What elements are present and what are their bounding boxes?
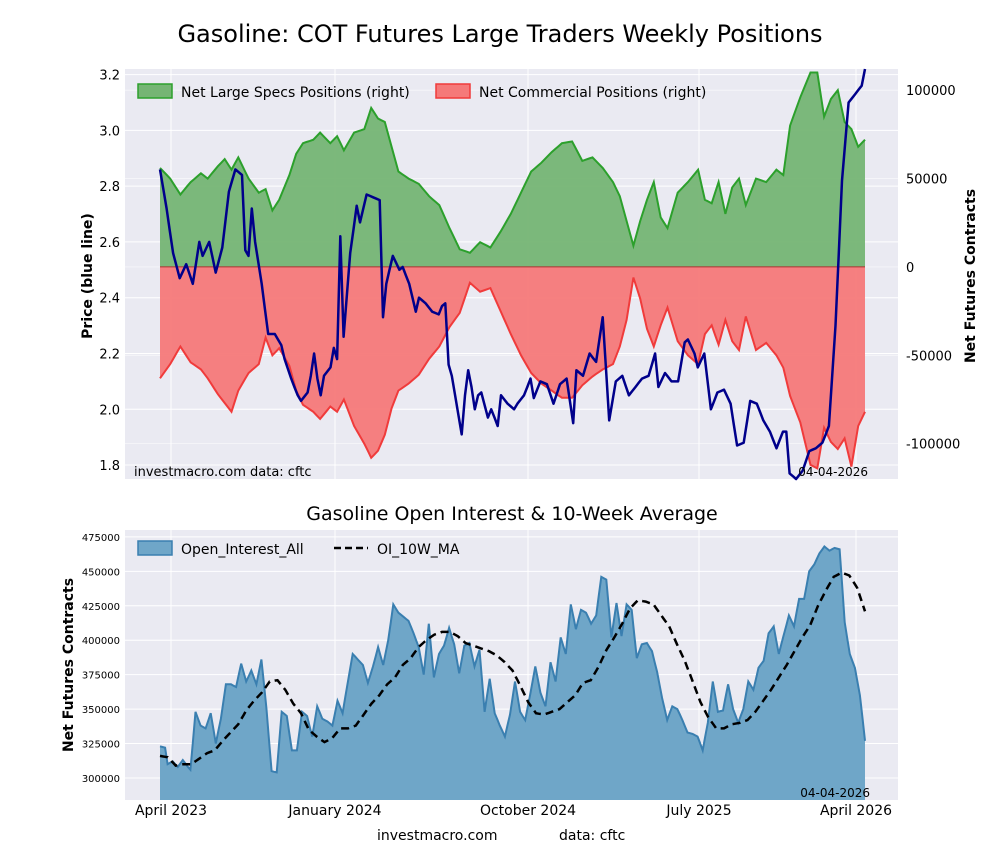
top-annotation-date: 04-04-2026 [798, 465, 868, 479]
bottom-y-tick-label: 325000 [82, 740, 120, 751]
open-interest-area [160, 546, 865, 800]
moving-average-line [159, 571, 867, 767]
left-axis-tick-label: 2.2 [99, 347, 120, 362]
specs-area [160, 72, 865, 267]
bottom-y-tick-label: 350000 [82, 705, 120, 716]
right-axis-tick-label: -100000 [906, 438, 960, 453]
bottom-y-axis-label: Net Futures Contracts [61, 578, 77, 752]
chart-title: Gasoline: COT Futures Large Traders Week… [177, 20, 823, 48]
bottom-y-tick-label: 375000 [82, 671, 120, 682]
specs-line [159, 71, 866, 254]
left-axis-tick-label: 2.8 [99, 180, 120, 195]
bottom-y-tick-label: 475000 [82, 533, 120, 544]
top-annotation-source: investmacro.com data: cftc [134, 465, 312, 480]
x-axis-tick-label: July 2025 [665, 803, 731, 819]
footer-data-source: data: cftc [559, 828, 626, 844]
bottom-y-tick-label: 425000 [82, 602, 120, 613]
x-axis-tick-label: April 2023 [135, 803, 207, 819]
left-axis-tick-label: 2.0 [99, 403, 120, 418]
bottom-chart-title: Gasoline Open Interest & 10-Week Average [306, 503, 718, 525]
x-axis-tick-label: January 2024 [287, 803, 381, 819]
price-line [158, 68, 867, 481]
bottom-y-tick-label: 300000 [82, 774, 120, 785]
legend-label-open-interest: Open_Interest_All [181, 542, 304, 558]
legend-label-specs: Net Large Specs Positions (right) [181, 85, 410, 101]
legend-label-moving-average: OI_10W_MA [377, 542, 460, 558]
right-axis-tick-label: 0 [906, 261, 914, 276]
bottom-y-tick-label: 450000 [82, 567, 120, 578]
commercial-line [159, 277, 866, 470]
left-axis-tick-label: 3.0 [99, 124, 120, 139]
left-axis-tick-label: 3.2 [99, 69, 120, 84]
left-axis-label: Price (blue line) [80, 213, 96, 339]
right-axis-label: Net Futures Contracts [963, 189, 979, 363]
x-axis-tick-label: October 2024 [480, 803, 576, 819]
legend-label-commercial: Net Commercial Positions (right) [479, 85, 706, 101]
legend-swatch-specs [137, 83, 173, 99]
left-axis-tick-label: 2.4 [99, 292, 120, 307]
right-axis-tick-label: 100000 [906, 84, 956, 99]
footer-site: investmacro.com [377, 828, 498, 844]
x-axis-tick-label: April 2026 [820, 803, 892, 819]
right-axis-tick-label: -50000 [906, 349, 952, 364]
bottom-annotation-date: 04-04-2026 [800, 786, 870, 800]
commercial-area [160, 266, 865, 469]
legend-swatch-commercial [435, 83, 471, 99]
left-axis-tick-label: 1.8 [99, 459, 120, 474]
left-axis-tick-label: 2.6 [99, 236, 120, 251]
open-interest-line [159, 545, 866, 774]
legend-swatch-open-interest [137, 540, 173, 556]
bottom-y-tick-label: 400000 [82, 636, 120, 647]
right-axis-tick-label: 50000 [906, 173, 947, 188]
